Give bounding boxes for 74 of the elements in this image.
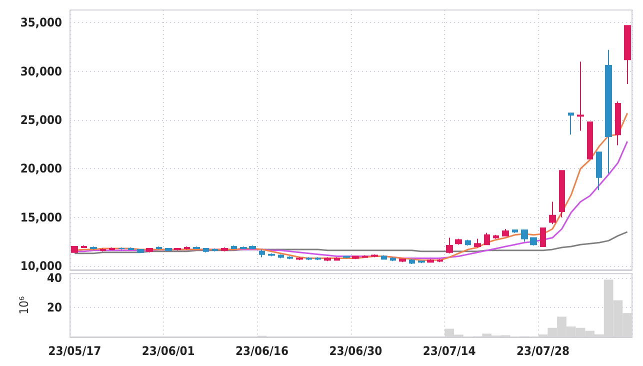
y-axis-title: 10⁶: [17, 296, 31, 314]
line-series: [74, 231, 628, 254]
candlestick: [221, 247, 228, 252]
x-tick-label: 23/06/30: [329, 344, 382, 358]
candlestick: [577, 61, 584, 132]
candlestick: [334, 256, 340, 261]
candlestick: [399, 258, 406, 263]
candlestick: [381, 254, 387, 260]
candlestick: [81, 245, 87, 248]
candlestick: [484, 232, 490, 246]
candlestick: [455, 238, 462, 246]
candlestick: [521, 229, 528, 242]
y-tick-label: 30,000: [20, 64, 62, 78]
y-tick-label: 40: [46, 271, 62, 285]
candlestick: [306, 256, 312, 261]
candlestick: [268, 252, 275, 257]
candlestick: [156, 246, 162, 250]
candlestick: [568, 112, 574, 136]
x-tick-label: 23/06/16: [236, 344, 288, 358]
candlestick: [474, 238, 481, 248]
candlestick: [437, 258, 443, 263]
y-tick-label: 10,000: [20, 259, 62, 273]
candlestick: [137, 248, 144, 253]
candlestick: [446, 237, 453, 254]
candlestick: [371, 254, 378, 258]
candlestick: [184, 246, 190, 250]
candlestick: [146, 248, 153, 253]
candlestick: [493, 234, 499, 240]
candlestick: [465, 239, 471, 246]
candlestick: [193, 246, 200, 249]
candlestick: [587, 121, 593, 160]
candlestick: [540, 228, 546, 248]
candlestick: [118, 247, 125, 250]
y-tick-label: 20,000: [20, 162, 62, 176]
candlestick: [296, 256, 303, 261]
y-tick-label: 20: [46, 300, 62, 314]
candlestick: [100, 248, 106, 252]
candlestick: [174, 248, 181, 251]
y-tick-label: 35,000: [20, 16, 62, 30]
candlestick: [231, 245, 237, 249]
candlestick: [315, 256, 321, 261]
x-tick-label: 23/05/17: [48, 344, 102, 358]
candlestick: [418, 260, 425, 264]
x-tick-label: 23/06/01: [142, 344, 195, 358]
candlestick: [128, 247, 134, 250]
candlestick: [409, 258, 415, 265]
y-tick-label: 25,000: [20, 112, 62, 127]
candlestick: [530, 237, 537, 246]
candlestick: [90, 246, 97, 250]
candlestick: [615, 101, 621, 146]
candlestick: [427, 258, 434, 263]
candlestick: [259, 248, 265, 258]
candlestick: [549, 201, 556, 225]
candlestick: [249, 245, 256, 249]
y-tick-label: 15,000: [20, 210, 62, 224]
candlestick: [559, 170, 565, 218]
candlestick: [512, 229, 518, 234]
candlestick: [605, 49, 612, 174]
candlestick: [502, 228, 509, 236]
candlestick: [240, 246, 247, 249]
candlestick: [324, 256, 331, 262]
candlestick: [212, 248, 218, 252]
candlestick: [165, 248, 172, 251]
candlestick: [203, 248, 209, 253]
candlestick: [624, 25, 631, 84]
candlestick: [278, 254, 284, 259]
candlestick: [390, 256, 396, 262]
x-tick-label: 23/07/14: [422, 344, 476, 358]
candlestick: [596, 152, 602, 191]
candlestick: [71, 246, 78, 253]
candlestick: [352, 256, 359, 260]
x-tick-label: 23/07/28: [516, 344, 570, 358]
candlestick: [109, 247, 115, 250]
candlestick: [287, 256, 293, 260]
